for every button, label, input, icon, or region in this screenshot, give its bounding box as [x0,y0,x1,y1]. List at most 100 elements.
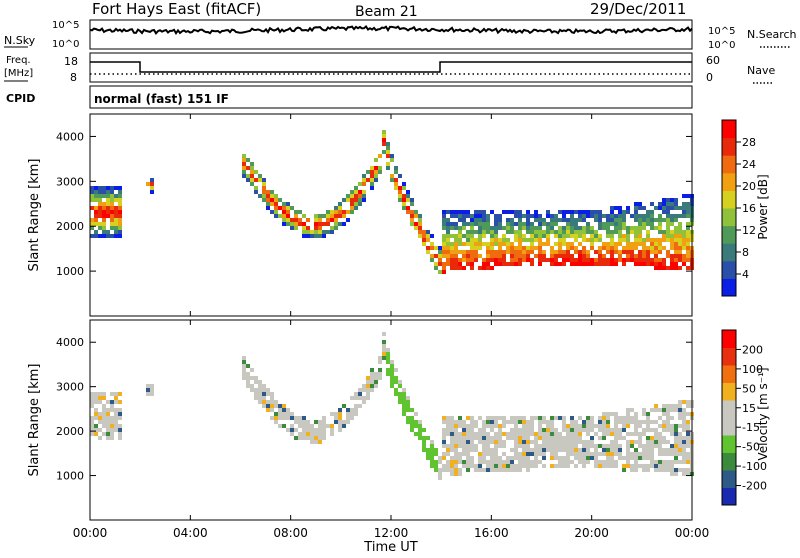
power-cell [654,206,658,210]
power-cell [102,186,106,190]
power-cell [102,202,106,206]
velocity-cell [530,416,534,420]
power-cell [402,194,406,198]
velocity-cell [686,432,690,436]
velocity-cell [510,428,514,432]
power-cell [358,190,362,194]
power-cell [526,218,530,222]
velocity-cell [474,444,478,448]
velocity-cell [378,376,382,380]
velocity-cell [442,420,446,424]
velocity-cell [550,440,554,444]
power-cell [578,230,582,234]
velocity-cell [290,416,294,420]
velocity-cell [686,428,690,432]
power-cell [674,262,678,266]
power-cell [366,178,370,182]
power-cell [638,206,642,210]
power-cell [94,222,98,226]
colorbar-tick-label: 20 [742,180,756,193]
velocity-cell [118,400,122,404]
velocity-cell [634,440,638,444]
power-cell [338,202,342,206]
velocity-cell [334,420,338,424]
power-cell [686,250,690,254]
power-cell [370,178,374,182]
velocity-cell [266,404,270,408]
power-cell [618,210,622,214]
power-cell [614,230,618,234]
power-cell [554,254,558,258]
power-cell [538,226,542,230]
velocity-cell [102,424,106,428]
velocity-cell [494,440,498,444]
power-cell [646,258,650,262]
velocity-cell [510,456,514,460]
power-cell [338,214,342,218]
velocity-cell [406,420,410,424]
power-cell [402,202,406,206]
power-cell [674,266,678,270]
power-cell [670,262,674,266]
figure-title: Fort Hays East (fitACF) [92,0,261,18]
velocity-cell [398,396,402,400]
velocity-cell [486,432,490,436]
power-cell [254,178,258,182]
power-cell [530,234,534,238]
velocity-cell [454,472,458,476]
velocity-cell [594,464,598,468]
velocity-cell [254,396,258,400]
power-cell [250,182,254,186]
power-cell [410,202,414,206]
power-cell [470,226,474,230]
velocity-cell [394,376,398,380]
velocity-cell [462,448,466,452]
velocity-cell [614,464,618,468]
velocity-cell [478,464,482,468]
velocity-cell [626,448,630,452]
velocity-cell [466,416,470,420]
power-cell [474,250,478,254]
power-cell [634,202,638,206]
velocity-cell [258,384,262,388]
power-cell [626,258,630,262]
power-cell [618,258,622,262]
power-cell [626,242,630,246]
velocity-cell [646,420,650,424]
power-cell [526,246,530,250]
velocity-cell [498,464,502,468]
velocity-cell [678,452,682,456]
x-tick-label: 16:00 [474,526,509,540]
power-cell [406,198,410,202]
velocity-cell [462,420,466,424]
power-cell [622,246,626,250]
power-cell [310,230,314,234]
power-cell [458,210,462,214]
power-cell [94,194,98,198]
velocity-cell [106,424,110,428]
power-cell [106,202,110,206]
power-cell [478,222,482,226]
power-cell [622,258,626,262]
power-cell [354,194,358,198]
power-cell [390,178,394,182]
colorbar-swatch [722,365,736,383]
velocity-cell [110,436,114,440]
colorbar-swatch [722,435,736,453]
power-cell [574,218,578,222]
power-cell [266,194,270,198]
velocity-cell [662,468,666,472]
power-cell [262,190,266,194]
power-cell [642,254,646,258]
velocity-cell [342,424,346,428]
power-cell [554,234,558,238]
power-cell [246,158,250,162]
velocity-cell [610,448,614,452]
power-cell [526,222,530,226]
power-cell [530,258,534,262]
power-cell [550,230,554,234]
velocity-cell [542,440,546,444]
power-cell [658,206,662,210]
power-cell [614,206,618,210]
power-cell [458,266,462,270]
